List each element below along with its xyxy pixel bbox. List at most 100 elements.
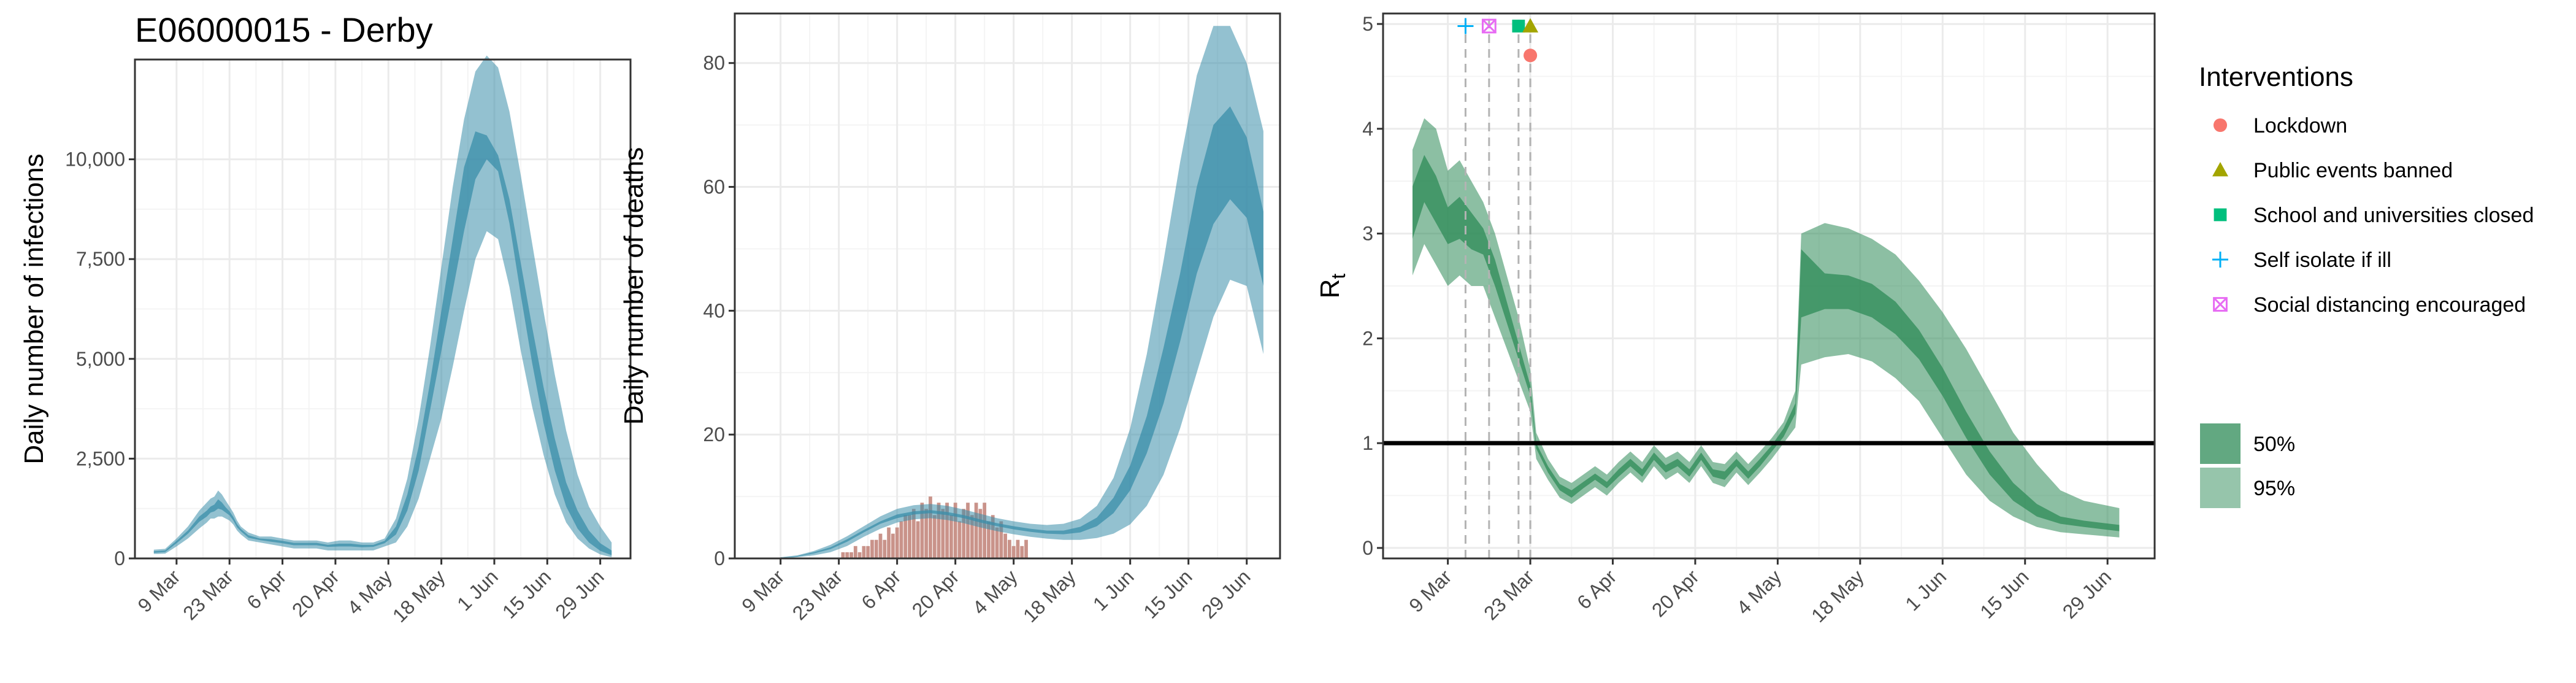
observed-death-bar [1008, 539, 1011, 558]
y-tick-label: 7,500 [76, 248, 125, 270]
x-tick-label: 18 May [388, 565, 450, 627]
x-tick-label: 6 Apr [857, 565, 905, 614]
lockdown-marker [2213, 118, 2228, 133]
observed-death-bar [862, 546, 866, 558]
panel-border [734, 12, 1281, 560]
observed-death-bar [887, 527, 891, 558]
x-tick-label: 6 Apr [242, 565, 291, 614]
observed-death-bar [987, 521, 991, 558]
observed-death-bar [1011, 546, 1016, 558]
x-tick-label: 20 Apr [1647, 565, 1703, 621]
legend-intervention-label: School and universities closed [2253, 204, 2534, 227]
observed-death-bar [857, 552, 862, 558]
y-tick-label: 2,500 [76, 447, 125, 469]
y-tick-label: 5 [1362, 13, 1373, 35]
observed-death-bar [937, 503, 941, 558]
x-tick-label: 15 Jun [1976, 565, 2033, 622]
observed-death-bar [962, 509, 966, 558]
x-tick-label: 29 Jun [551, 565, 608, 622]
ci-band-95 [780, 26, 1263, 558]
social-distancing-marker [1481, 18, 1497, 34]
x-tick-label: 23 Mar [1479, 565, 1538, 624]
observed-death-bar [920, 503, 924, 558]
boxed-cross-stroke [1482, 19, 1497, 33]
observed-death-bar [1024, 539, 1028, 558]
y-tick-label: 20 [703, 423, 725, 446]
observed-death-bar [870, 539, 874, 558]
observed-death-bar [903, 515, 908, 558]
observed-death-bar [991, 515, 995, 558]
lockdown-marker [1524, 48, 1538, 63]
x-tick-label: 15 Jun [498, 565, 555, 622]
x-tick-label: 4 May [1732, 565, 1785, 619]
self-isolate-marker [2212, 252, 2228, 268]
x-tick-label: 20 Apr [288, 565, 343, 621]
social-distancing-marker [2213, 297, 2228, 312]
observed-death-bar [995, 527, 999, 558]
x-tick-label: 23 Mar [788, 565, 847, 624]
ci-50-swatch [2200, 423, 2241, 464]
observed-death-bar [924, 509, 929, 558]
legend-intervention-label: Self isolate if ill [2253, 249, 2391, 272]
y-tick-label: 0 [714, 547, 725, 569]
y-axis-title: Rt [1315, 274, 1349, 299]
interventions-legend-items: Lockdown Public events banned School and u… [2212, 114, 2534, 317]
x-tick-label: 29 Jun [2058, 565, 2115, 622]
legend-title: Interventions [2199, 62, 2353, 92]
observed-death-bar [1016, 539, 1020, 558]
x-tick-label: 9 Mar [1405, 565, 1456, 617]
y-tick-label: 10,000 [65, 149, 125, 171]
observed-death-bar [957, 521, 962, 558]
x-tick-label: 18 May [1019, 565, 1080, 627]
observed-death-bar [878, 533, 883, 558]
ci-band-95 [1413, 118, 2120, 538]
y-tick-label: 60 [703, 176, 725, 198]
observed-death-bar [891, 533, 895, 558]
observed-death-bar [932, 515, 937, 558]
legend-ci-label: 50% [2253, 433, 2295, 456]
y-tick-label: 3 [1362, 223, 1373, 245]
observed-death-bar [883, 539, 887, 558]
figure-title: E06000015 - Derby [135, 10, 433, 49]
observed-death-bar [911, 509, 916, 558]
public-events-marker [2212, 162, 2228, 177]
x-tick-label: 1 Jun [453, 565, 502, 615]
x-tick-label: 23 Mar [178, 565, 237, 624]
observed-death-bar [916, 521, 920, 558]
boxed-cross-stroke [2213, 297, 2228, 312]
legend-intervention-label: Public events banned [2253, 159, 2453, 182]
observed-death-bar [974, 503, 978, 558]
observed-death-bar [1003, 533, 1007, 558]
observed-death-bar [853, 546, 857, 558]
observed-death-bar [874, 539, 878, 558]
x-tick-label: 6 Apr [1573, 565, 1621, 614]
ci-band-50 [780, 106, 1263, 558]
legend: Interventions Lockdown Public events bann… [2199, 62, 2534, 508]
observed-death-bar [941, 509, 945, 558]
x-tick-label: 18 May [1807, 565, 1868, 627]
y-tick-label: 40 [703, 299, 725, 322]
y-tick-label: 2 [1362, 327, 1373, 349]
x-tick-label: 20 Apr [908, 565, 964, 621]
observed-death-bar [929, 496, 932, 558]
ci-band-50 [1413, 155, 2120, 531]
observed-death-bar [978, 509, 983, 558]
public-events-marker [1522, 18, 1539, 33]
observed-death-bar [1020, 546, 1024, 558]
x-tick-label: 9 Mar [134, 565, 185, 617]
panel-border [1382, 12, 2156, 560]
self-isolate-marker [1457, 18, 1474, 34]
boxed-cross-box [2213, 297, 2228, 312]
x-tick-label: 15 Jun [1139, 565, 1196, 622]
panel-border [134, 58, 632, 560]
observed-death-bar [983, 503, 987, 558]
schools-marker [1512, 20, 1525, 33]
x-tick-label: 29 Jun [1197, 565, 1254, 622]
legend-intervention-label: Social distancing encouraged [2253, 293, 2526, 317]
y-tick-label: 4 [1362, 118, 1373, 140]
y-tick-label: 0 [114, 547, 125, 569]
observed-death-bar [949, 515, 953, 558]
ci-legend-items: 50% 95% [2200, 423, 2295, 508]
observed-death-bar [899, 521, 903, 558]
